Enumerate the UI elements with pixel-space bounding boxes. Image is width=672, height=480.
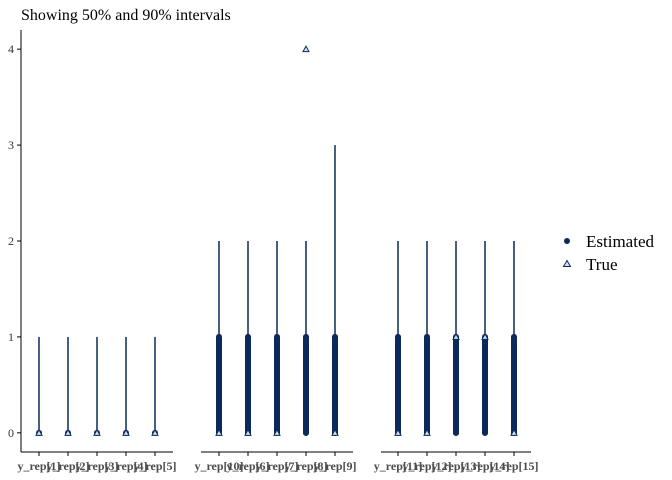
x-tick-label: y_rep[14] — [460, 459, 509, 473]
x-tick-label: y_rep[1] — [17, 459, 60, 473]
legend-estimated-icon — [564, 238, 570, 244]
legend-label-estimated: Estimated — [586, 232, 654, 251]
true-point — [481, 332, 489, 340]
true-point — [215, 428, 223, 436]
x-tick-label: y_rep[3] — [75, 459, 118, 473]
y-tick-label: 4 — [8, 42, 14, 56]
x-tick-label: y_rep[5] — [133, 459, 176, 473]
estimated-point — [303, 429, 309, 436]
x-tick-label: y_rep[11] — [374, 459, 422, 473]
true-point — [331, 428, 339, 436]
true-point — [93, 428, 101, 436]
y-tick-label: 1 — [8, 330, 14, 344]
x-tick-label: y_rep[6] — [226, 459, 269, 473]
x-tick-label: y_rep[7] — [255, 459, 298, 473]
x-tick-label: y_rep[15] — [489, 459, 538, 473]
estimated-point — [482, 429, 488, 436]
x-tick-label: y_rep[9] — [313, 459, 356, 473]
true-point — [35, 428, 43, 436]
true-point — [302, 45, 310, 53]
x-tick-label: y_rep[8] — [284, 459, 327, 473]
legend-item-estimated: Estimated — [564, 232, 654, 251]
true-point — [510, 428, 518, 436]
true-point — [151, 428, 159, 436]
legend-true-icon — [562, 259, 572, 267]
interval-group-2: y_rep[10]y_rep[6]y_rep[7]y_rep[8]y_rep[9… — [194, 45, 357, 473]
true-point — [244, 428, 252, 436]
chart-subtitle: Showing 50% and 90% intervals — [21, 7, 231, 24]
interval-groups: y_rep[1]y_rep[2]y_rep[3]y_rep[4]y_rep[5]… — [17, 45, 539, 473]
true-point — [64, 428, 72, 436]
x-tick-label: y_rep[13] — [431, 459, 480, 473]
legend-item-true: True — [562, 255, 618, 274]
true-point — [452, 332, 460, 340]
x-tick-label: y_rep[4] — [104, 459, 147, 473]
x-tick-label: y_rep[10] — [194, 459, 243, 473]
estimated-point — [453, 429, 459, 436]
true-point — [394, 428, 402, 436]
interval-group-3: y_rep[11]y_rep[12]y_rep[13]y_rep[14]y_re… — [374, 241, 539, 473]
y-axis: 0 1 2 3 4 — [8, 30, 22, 452]
legend-label-true: True — [586, 255, 618, 274]
interval-group-1: y_rep[1]y_rep[2]y_rep[3]y_rep[4]y_rep[5] — [17, 336, 177, 473]
true-point — [122, 428, 130, 436]
y-tick-label: 2 — [8, 234, 14, 248]
x-tick-label: y_rep[2] — [46, 459, 89, 473]
true-point — [423, 428, 431, 436]
true-point — [273, 428, 281, 436]
x-tick-label: y_rep[12] — [402, 459, 451, 473]
legend: Estimated True — [562, 232, 654, 274]
y-tick-label: 3 — [8, 138, 14, 152]
y-tick-label: 0 — [8, 426, 14, 440]
